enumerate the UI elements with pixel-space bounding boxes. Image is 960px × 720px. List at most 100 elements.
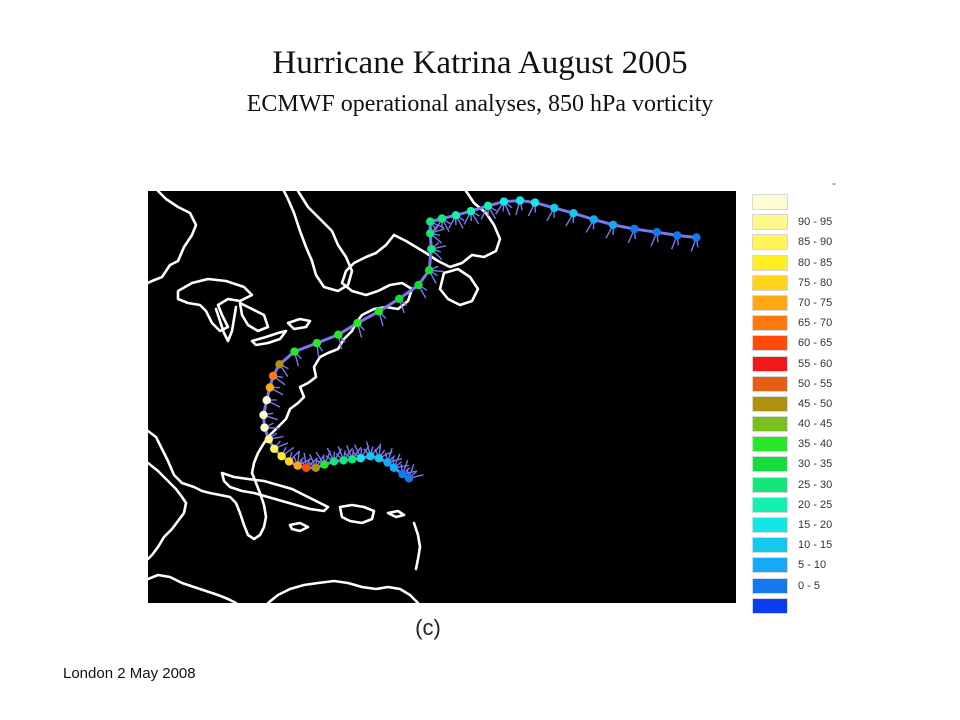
coastline-us-east <box>180 329 354 541</box>
legend-label: 50 - 55 <box>798 377 833 390</box>
legend-item: 20 - 25 <box>752 496 842 516</box>
legend-item: 0 - 5 <box>752 577 842 597</box>
coastline-lake-ontario <box>286 317 312 331</box>
track-point <box>483 201 493 210</box>
legend-swatch <box>752 557 788 574</box>
legend-label: 60 - 65 <box>798 337 833 350</box>
track-point <box>426 229 435 238</box>
track-point <box>334 330 343 339</box>
track-point <box>312 338 322 348</box>
legend-label: 20 - 25 <box>798 498 833 511</box>
legend-label: 70 - 75 <box>798 296 833 309</box>
legend-swatch <box>752 517 788 533</box>
legend-item: 90 - 95 <box>752 213 842 233</box>
legend-swatch <box>752 294 788 311</box>
legend-top-mark: - <box>832 176 836 190</box>
track-point <box>290 347 299 356</box>
track-point <box>414 280 423 290</box>
legend-item: 35 - 40 <box>752 435 842 455</box>
legend-swatch <box>752 537 788 554</box>
track-point <box>389 463 399 472</box>
legend-item: 70 - 75 <box>752 294 842 314</box>
legend-swatch <box>752 355 788 372</box>
coastline-labrador <box>392 191 502 269</box>
legend: 90 - 95 85 - 90 80 - 85 75 - 80 70 - 75 65 - … <box>752 193 842 617</box>
legend-label: 40 - 45 <box>798 418 833 431</box>
coastline-yucatan <box>148 461 188 561</box>
legend-swatch <box>752 315 788 332</box>
track-point <box>270 444 279 453</box>
track-point <box>550 203 559 213</box>
coastline-newfoundland <box>438 267 480 307</box>
legend-item: 45 - 50 <box>752 395 842 415</box>
track-point <box>262 396 271 405</box>
track-point <box>268 371 278 381</box>
legend-label: 85 - 90 <box>798 236 833 249</box>
track-map <box>148 191 736 603</box>
coastline-hudson-bay <box>282 191 354 293</box>
legend-swatch <box>752 416 788 433</box>
legend-label: 5 - 10 <box>798 559 827 572</box>
legend-item: 10 - 15 <box>752 536 842 556</box>
track-point <box>320 460 329 469</box>
track-point <box>348 455 357 464</box>
map-canvas <box>148 191 736 603</box>
coastline-gulf-mexico <box>148 429 184 485</box>
track-point <box>427 244 436 254</box>
legend-label: 10 - 15 <box>798 539 833 552</box>
legend-item: 25 - 30 <box>752 476 842 496</box>
legend-swatch <box>752 254 788 271</box>
track-point <box>353 318 362 328</box>
legend-label: 65 - 70 <box>798 317 833 330</box>
legend-item <box>752 193 842 213</box>
track-point <box>339 456 348 465</box>
track-point <box>466 206 476 216</box>
legend-swatch <box>752 577 788 594</box>
coastline-south-america <box>266 579 420 603</box>
track-point <box>277 452 286 461</box>
coastlines <box>148 191 502 603</box>
legend-item: 30 - 35 <box>752 455 842 475</box>
legend-item: 85 - 90 <box>752 233 842 253</box>
legend-label: 15 - 20 <box>798 519 833 531</box>
legend-label: 55 - 60 <box>798 357 833 370</box>
track-point <box>589 215 598 224</box>
track-point <box>425 266 434 275</box>
legend-swatch <box>752 496 788 513</box>
legend-swatch <box>752 395 788 412</box>
coastline-jamaica <box>288 521 310 533</box>
coastline-lake-huron <box>238 301 270 333</box>
legend-swatch <box>752 194 788 210</box>
track-points <box>259 196 701 483</box>
track-point <box>515 196 525 205</box>
coastline-lesser-antilles <box>412 521 422 571</box>
legend-item: 5 - 10 <box>752 556 842 576</box>
coastline-canada-north <box>148 191 198 285</box>
legend-label: 0 - 5 <box>798 579 821 592</box>
track-point <box>692 233 701 242</box>
track-point <box>426 217 435 226</box>
legend-label: 75 - 80 <box>798 276 833 289</box>
track-point <box>260 423 269 432</box>
legend-item: 50 - 55 <box>752 375 842 395</box>
track-point <box>284 457 294 466</box>
legend-label: 90 - 95 <box>798 216 833 229</box>
legend-swatch <box>752 214 788 231</box>
track-point <box>652 228 662 237</box>
slide-title: Hurricane Katrina August 2005 <box>272 45 688 81</box>
coastline-cuba <box>220 471 330 513</box>
track-point <box>259 410 268 420</box>
footer-text: London 2 May 2008 <box>63 665 196 682</box>
track-point <box>275 360 284 369</box>
track-point <box>673 231 682 240</box>
coastline-hispaniola <box>338 503 376 525</box>
track-point <box>356 454 365 463</box>
track-point <box>293 461 302 470</box>
legend-item: 80 - 85 <box>752 254 842 274</box>
track-point <box>329 457 339 466</box>
coastline-central-america <box>148 573 238 603</box>
track-point <box>608 220 618 229</box>
legend-label: 35 - 40 <box>798 438 833 451</box>
legend-item: 60 - 65 <box>752 334 842 354</box>
legend-swatch <box>752 476 788 493</box>
